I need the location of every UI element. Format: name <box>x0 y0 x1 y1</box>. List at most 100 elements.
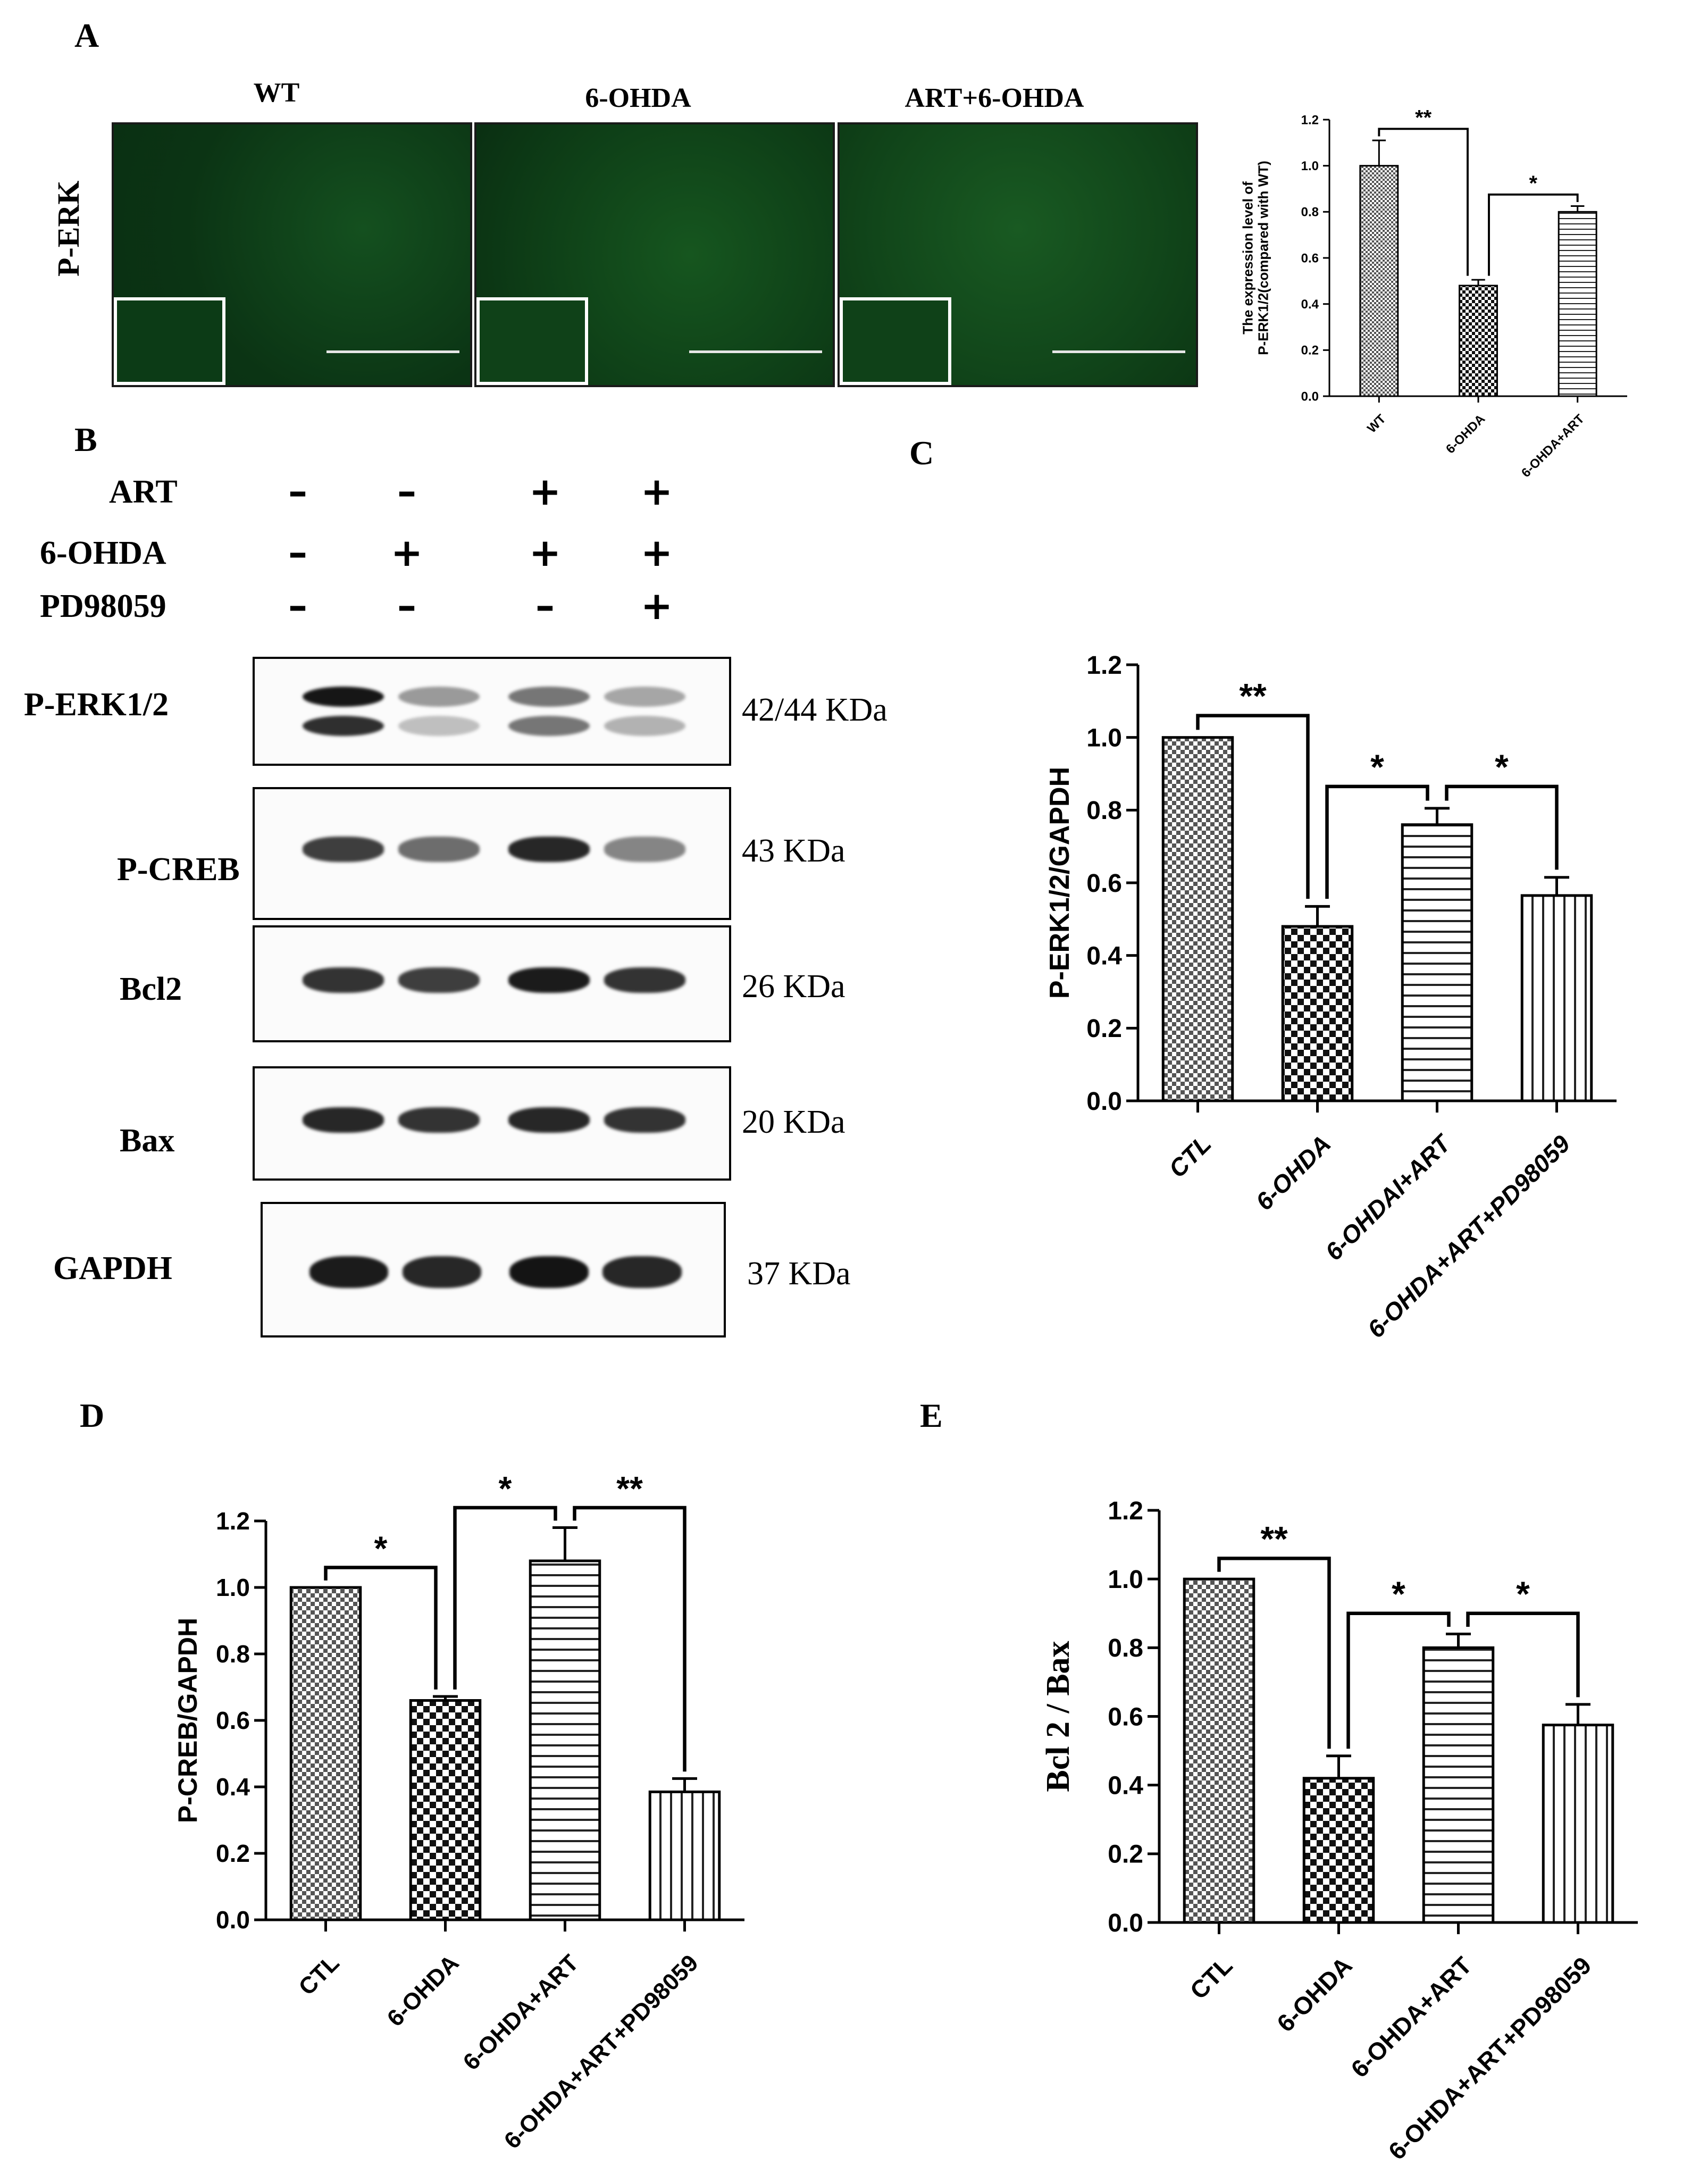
significance-bracket <box>1217 1557 1331 1749</box>
y-tick-label: 1.2 <box>1301 113 1319 127</box>
y-tick-label: 0.2 <box>1086 1015 1122 1043</box>
treatment-symbol: + <box>640 530 673 575</box>
y-tick-label: 0.0 <box>1086 1088 1122 1116</box>
micrograph-inset-6-ohda <box>476 297 588 385</box>
panel-letter-b: B <box>74 421 97 458</box>
blot-label: Bax <box>120 1123 175 1159</box>
x-category-label: WT <box>1364 412 1389 436</box>
blot-label: Bcl2 <box>120 971 182 1007</box>
y-axis-label-line: P-ERK1/2(compared with WT) <box>1255 161 1271 355</box>
y-tick-label: 1.2 <box>1086 651 1122 680</box>
significance-label: ** <box>616 1469 643 1508</box>
blot-band <box>303 836 384 862</box>
image-title-wt: WT <box>253 78 300 108</box>
blot-band <box>604 716 685 737</box>
y-tick-label: 0.4 <box>1108 1771 1143 1800</box>
y-tick-label: 0.8 <box>1086 797 1122 825</box>
significance-bracket <box>1196 714 1310 899</box>
blot-band <box>402 1256 482 1289</box>
y-tick-label: 0.4 <box>1086 942 1122 970</box>
scale-bar <box>689 350 822 353</box>
scale-bar <box>1052 350 1185 353</box>
bar <box>1401 823 1473 1102</box>
blot-band <box>303 1107 384 1133</box>
x-category-label: 6-OHDA+ART+PD98059 <box>1362 1130 1576 1343</box>
blot-band <box>398 1107 480 1133</box>
significance-label: * <box>499 1469 512 1508</box>
blot-size: 37 KDa <box>747 1256 851 1292</box>
y-axis-label: The expression level ofP-ERK1/2(compared… <box>1240 161 1271 355</box>
panel-letter-e: E <box>920 1397 943 1434</box>
x-category-label: CTL <box>1185 1951 1238 2004</box>
bar <box>1302 1777 1375 1924</box>
y-tick-label: 1.0 <box>1086 724 1122 752</box>
treatment-symbol: – <box>288 530 307 575</box>
bar <box>1459 285 1498 397</box>
blot-band <box>508 836 590 862</box>
significance-label: * <box>1495 747 1509 787</box>
y-tick-label: 0.2 <box>216 1840 250 1867</box>
significance-label: * <box>374 1529 388 1568</box>
x-category-label: 6-OHDA+ART <box>458 1950 584 2075</box>
y-tick-label: 0.0 <box>216 1906 250 1934</box>
treatment-symbol: – <box>397 469 416 514</box>
significance-label: ** <box>1239 676 1267 716</box>
scale-bar <box>326 350 459 353</box>
blot-image <box>253 925 731 1042</box>
blot-band <box>398 686 480 707</box>
chart-panel-a: 0.0 0.2 0.4 0.6 0.8 1.0 1.2 The expression leve… <box>1240 106 1627 480</box>
treatment-label: 6-OHDA <box>40 535 166 571</box>
blot-size: 42/44 KDa <box>742 692 888 728</box>
blot-band <box>398 967 480 993</box>
y-axis-label-line: Bcl 2 / Bax <box>1040 1641 1076 1792</box>
micrograph-wt <box>112 122 472 387</box>
y-axis-label: P-ERK1/2/GAPDH <box>1044 767 1075 999</box>
treatment-symbol: – <box>397 583 416 628</box>
treatment-symbol: – <box>288 583 307 628</box>
bar <box>648 1790 721 1921</box>
bar <box>1542 1724 1614 1924</box>
micrograph-inset-art-6-ohda <box>840 297 951 385</box>
blot-size: 43 KDa <box>742 833 845 869</box>
significance-label: * <box>1370 747 1384 787</box>
y-axis-label-line: The expression level of <box>1240 181 1256 335</box>
x-category-label: CTL <box>294 1950 344 2000</box>
bar <box>1183 1577 1255 1924</box>
panel-letter-c: C <box>909 434 934 472</box>
blot-band <box>602 1256 682 1289</box>
blot-label: P-CREB <box>117 851 240 888</box>
blot-image <box>253 787 731 920</box>
blot-band <box>398 836 480 862</box>
x-category-label: 6-OHDA+ART+PD98059 <box>499 1950 704 2154</box>
y-tick-label: 0.6 <box>1301 251 1319 265</box>
blot-band <box>398 716 480 737</box>
y-axis-label-line: P-ERK1/2/GAPDH <box>1044 767 1075 999</box>
bar <box>1359 165 1399 397</box>
y-axis-label: P-CREB/GAPDH <box>173 1618 203 1823</box>
treatment-symbol: + <box>390 530 423 575</box>
blot-band <box>509 1256 589 1289</box>
treatment-label: ART <box>109 474 178 510</box>
y-tick-label: 0.4 <box>216 1773 250 1801</box>
significance-bracket <box>1346 1611 1451 1749</box>
significance-bracket <box>1378 128 1469 276</box>
y-tick-label: 1.2 <box>1108 1497 1143 1525</box>
significance-bracket <box>1445 784 1559 870</box>
blot-label: GAPDH <box>53 1250 172 1286</box>
y-tick-label: 0.6 <box>216 1707 250 1734</box>
significance-label: * <box>1529 172 1538 195</box>
blot-band <box>508 716 590 737</box>
blot-band <box>508 967 590 993</box>
x-category-label: CTL <box>1163 1130 1217 1183</box>
y-tick-label: 0.6 <box>1086 870 1122 898</box>
x-category-label: 6-OHDA <box>1443 412 1488 456</box>
y-axis-label: Bcl 2 / Bax <box>1040 1641 1076 1792</box>
bar <box>409 1699 482 1921</box>
x-category-label: 6-OHDA <box>382 1950 464 2031</box>
treatment-symbol: + <box>529 530 562 575</box>
blot-label: P-ERK1/2 <box>24 687 169 723</box>
micrograph-inset-wt <box>114 297 225 385</box>
blot-band <box>604 836 685 862</box>
bar <box>1422 1646 1495 1924</box>
blot-band <box>604 686 685 707</box>
